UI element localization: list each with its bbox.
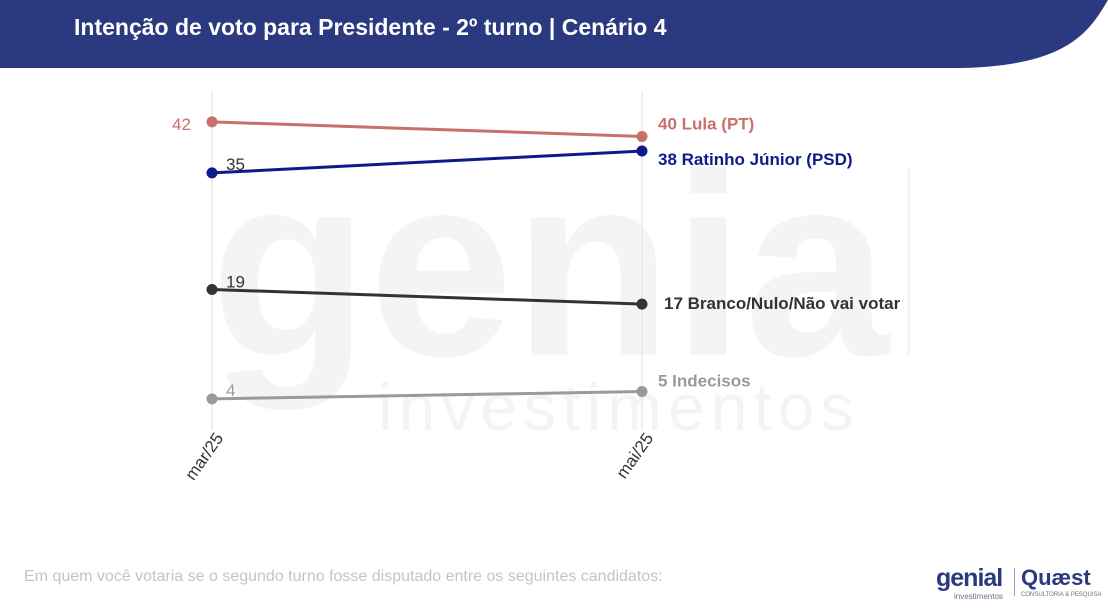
data-label: 42 [172,115,191,134]
logo-divider [1014,568,1015,596]
series-line [211,120,643,138]
data-point [636,386,648,398]
series-line [211,288,643,306]
header-banner: Intenção de voto para Presidente - 2º tu… [0,0,1108,70]
data-point [206,167,218,179]
genial-logo: genial [936,564,1003,592]
data-point [206,116,218,128]
series-end-label: 17 Branco/Nulo/Não vai votar [664,294,901,313]
watermark-sub: investimentos [378,370,860,444]
watermark-brand: genial [210,150,910,412]
x-tick-label: mai/25 [612,429,657,482]
data-point [636,130,648,142]
page-title: Intenção de voto para Presidente - 2º tu… [74,14,667,40]
data-label: 19 [226,273,245,292]
header-background [0,0,1108,68]
series-end-label: 5 Indecisos [658,372,751,391]
data-point [636,298,648,310]
quaest-logo: Quæst [1021,565,1091,590]
data-point [206,393,218,405]
quaest-logo-sub: CONSULTORIA & PESQUISA [1021,592,1102,598]
x-tick-label: mar/25 [181,429,227,483]
genial-logo-sub: investimentos [954,592,1003,601]
data-point [636,145,648,157]
series-end-label: 38 Ratinho Júnior (PSD) [658,150,853,169]
data-point [206,284,218,296]
data-label: 4 [226,381,235,400]
series-line [211,149,643,175]
series-end-label: 40 Lula (PT) [658,114,754,133]
genial-watermark: genial investimentos [210,150,910,444]
series-line [211,390,643,401]
data-label: 35 [226,155,245,174]
survey-question: Em quem você votaria se o segundo turno … [24,568,663,585]
